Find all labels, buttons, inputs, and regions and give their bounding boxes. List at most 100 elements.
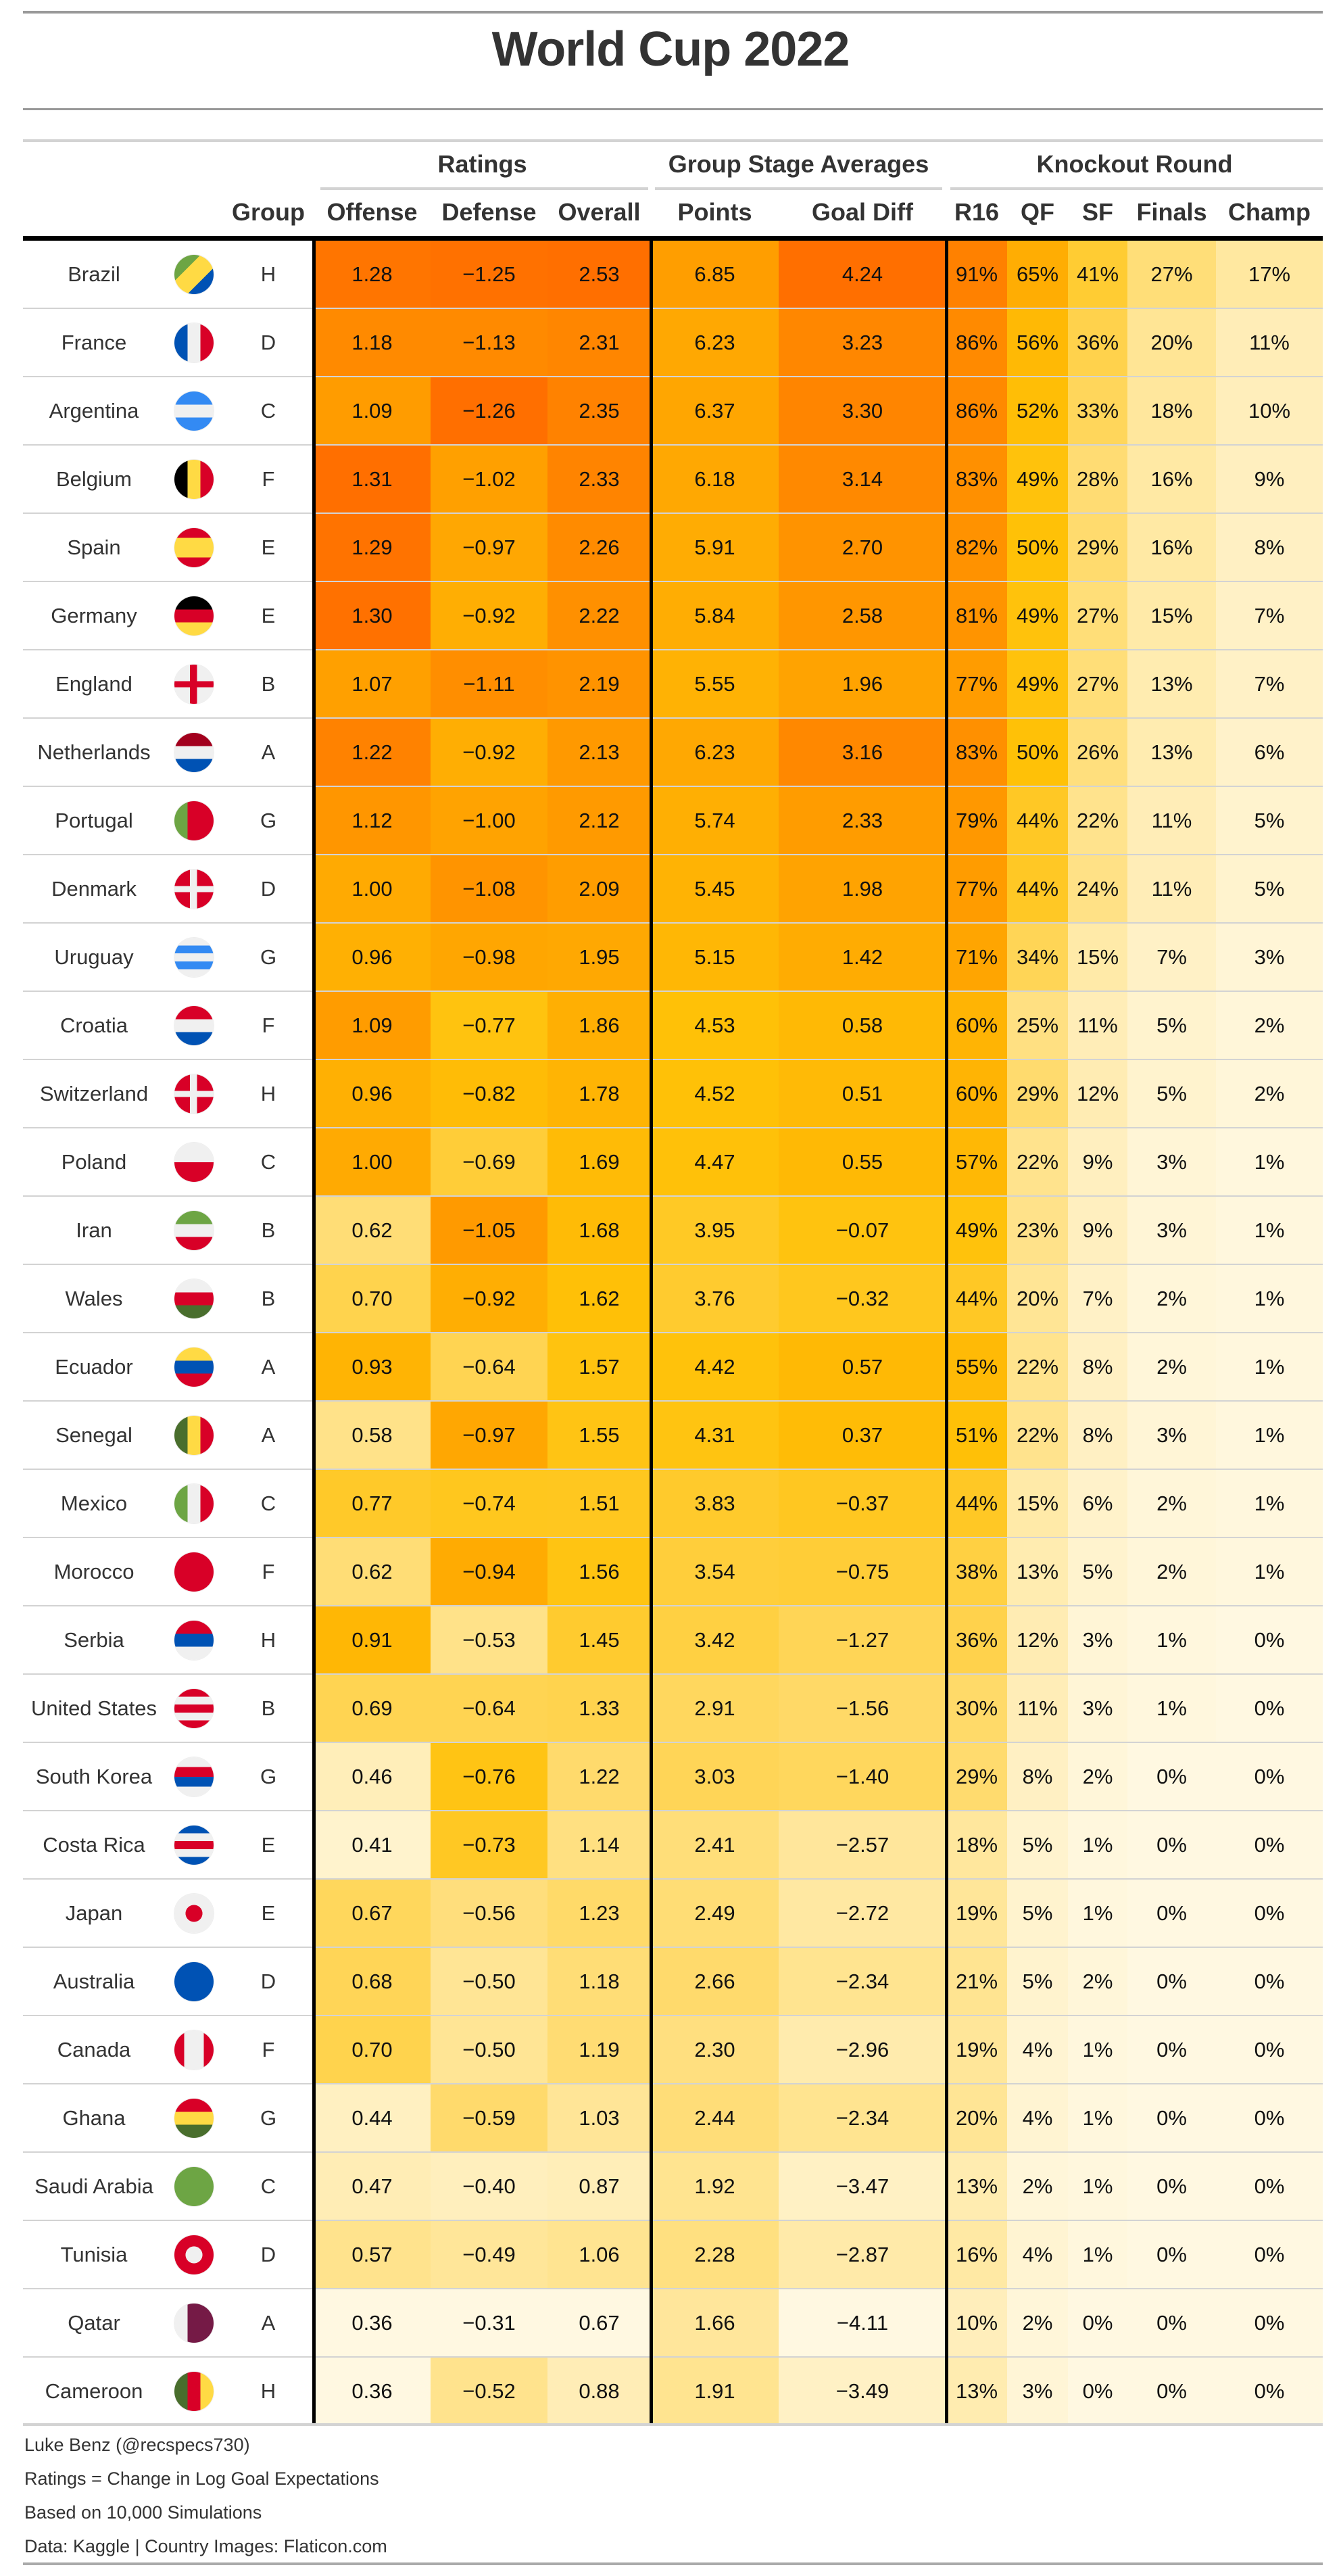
points-cell: 5.15 (651, 924, 779, 991)
col-header-group: Group (232, 198, 305, 226)
offense-cell: 0.69 (314, 1675, 431, 1742)
team-name: Saudi Arabia (34, 2174, 153, 2198)
group-cell: D (260, 876, 276, 901)
qf-cell: 8% (1007, 1743, 1068, 1810)
col-header-r16: R16 (954, 198, 1000, 226)
flag-cell (165, 855, 223, 922)
team-name: Canada (57, 2037, 131, 2061)
flag-icon (174, 391, 214, 431)
points-cell: 6.23 (651, 719, 779, 786)
table-row: Tunisia D 0.57 −0.49 1.06 2.28 −2.87 16% 4% 1% 0% 0… (23, 2221, 1323, 2289)
defense-cell: −0.77 (431, 992, 547, 1059)
sf-cell: 5% (1068, 1538, 1127, 1605)
goal-diff-cell: 3.30 (779, 377, 946, 444)
group-cell: H (260, 1627, 276, 1652)
goal-diff-cell: 4.24 (779, 241, 946, 308)
team-name: Belgium (56, 467, 132, 491)
flag-icon (174, 459, 214, 499)
table-row: Saudi Arabia C 0.47 −0.40 0.87 1.92 −3.47 13% 2%… (23, 2153, 1323, 2221)
defense-cell: −0.31 (431, 2289, 547, 2356)
finals-cell: 0% (1127, 2358, 1216, 2425)
qf-cell: 50% (1007, 719, 1068, 786)
points-cell: 2.28 (651, 2221, 779, 2288)
sf-cell: 27% (1068, 582, 1127, 649)
qf-cell: 49% (1007, 446, 1068, 512)
flag-cell (165, 2358, 223, 2425)
r16-cell: 44% (946, 1470, 1007, 1537)
finals-cell: 2% (1127, 1333, 1216, 1400)
group-cell: F (262, 2037, 275, 2061)
flag-icon (174, 1210, 214, 1250)
qf-cell: 3% (1007, 2358, 1068, 2425)
sf-cell: 1% (1068, 2084, 1127, 2151)
offense-cell: 0.96 (314, 924, 431, 991)
offense-cell: 0.70 (314, 1265, 431, 1332)
overall-cell: 1.69 (547, 1128, 651, 1195)
champ-cell: 6% (1216, 719, 1323, 786)
flag-cell (165, 2221, 223, 2288)
finals-cell: 18% (1127, 377, 1216, 444)
table-row: Argentina C 1.09 −1.26 2.35 6.37 3.30 86% 52% 33%… (23, 377, 1323, 446)
champ-cell: 3% (1216, 924, 1323, 991)
qf-cell: 2% (1007, 2153, 1068, 2220)
flag-cell (165, 992, 223, 1059)
group-cell: B (261, 1286, 276, 1310)
champ-cell: 5% (1216, 787, 1323, 854)
overall-cell: 1.68 (547, 1197, 651, 1264)
group-cell: A (261, 1354, 276, 1379)
champ-cell: 0% (1216, 2016, 1323, 2083)
group-cell: E (261, 603, 276, 627)
overall-cell: 1.22 (547, 1743, 651, 1810)
flag-cell (165, 1333, 223, 1400)
points-cell: 1.66 (651, 2289, 779, 2356)
table-row: Wales B 0.70 −0.92 1.62 3.76 −0.32 44% 20% 7% 2% 1% (23, 1265, 1323, 1333)
divider-ratings (312, 238, 316, 2426)
footer-author: Luke Benz (@recspecs730) (24, 2435, 250, 2455)
goal-diff-cell: −0.75 (779, 1538, 946, 1605)
offense-cell: 1.09 (314, 992, 431, 1059)
team-name: Serbia (64, 1627, 124, 1652)
group-cell: C (260, 2174, 276, 2198)
group-cell: D (260, 330, 276, 354)
goal-diff-cell: 3.14 (779, 446, 946, 512)
r16-cell: 71% (946, 924, 1007, 991)
group-cell: G (260, 808, 277, 832)
finals-cell: 0% (1127, 2289, 1216, 2356)
finals-cell: 16% (1127, 446, 1216, 512)
qf-cell: 65% (1007, 241, 1068, 308)
flag-cell (165, 719, 223, 786)
title-rule (23, 108, 1323, 110)
r16-cell: 19% (946, 2016, 1007, 2083)
overall-cell: 1.78 (547, 1060, 651, 1127)
points-cell: 4.42 (651, 1333, 779, 1400)
goal-diff-cell: 0.51 (779, 1060, 946, 1127)
sf-cell: 2% (1068, 1948, 1127, 2015)
header-top-rule (23, 139, 1323, 142)
points-cell: 1.92 (651, 2153, 779, 2220)
r16-cell: 77% (946, 855, 1007, 922)
flag-icon (174, 2030, 214, 2070)
champ-cell: 0% (1216, 1811, 1323, 1878)
overall-cell: 1.86 (547, 992, 651, 1059)
overall-cell: 2.19 (547, 650, 651, 717)
r16-cell: 83% (946, 446, 1007, 512)
defense-cell: −0.92 (431, 582, 547, 649)
team-name: Denmark (51, 876, 137, 901)
finals-cell: 1% (1127, 1675, 1216, 1742)
goal-diff-cell: 2.33 (779, 787, 946, 854)
qf-cell: 2% (1007, 2289, 1068, 2356)
qf-cell: 15% (1007, 1470, 1068, 1537)
points-cell: 4.31 (651, 1402, 779, 1469)
footer-sims: Based on 10,000 Simulations (24, 2502, 262, 2523)
r16-cell: 10% (946, 2289, 1007, 2356)
offense-cell: 0.57 (314, 2221, 431, 2288)
points-cell: 1.91 (651, 2358, 779, 2425)
champ-cell: 2% (1216, 1060, 1323, 1127)
points-cell: 6.23 (651, 309, 779, 376)
flag-icon (174, 1279, 214, 1318)
sf-cell: 1% (1068, 1880, 1127, 1947)
table-row: Iran B 0.62 −1.05 1.68 3.95 −0.07 49% 23% 9% 3% 1% (23, 1197, 1323, 1265)
flag-icon (174, 1893, 214, 1933)
page-title: World Cup 2022 (491, 22, 850, 76)
overall-cell: 1.03 (547, 2084, 651, 2151)
